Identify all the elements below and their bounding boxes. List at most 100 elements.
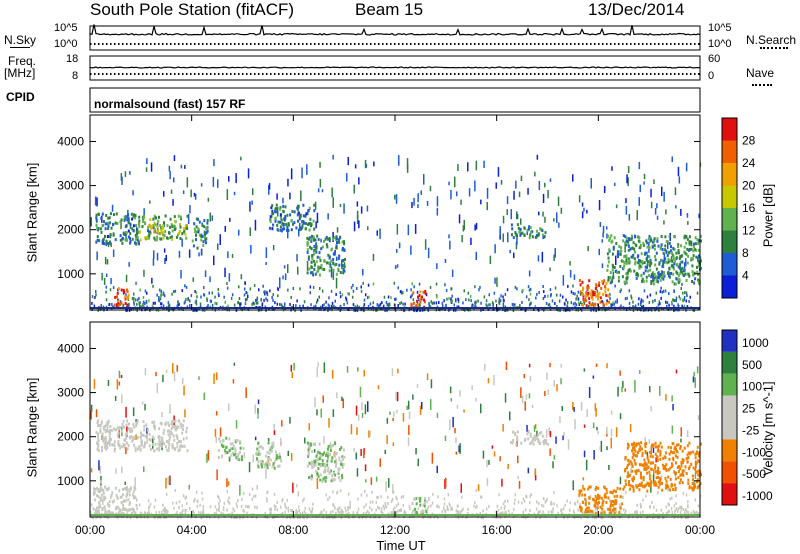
- power-echo-pixel: [594, 287, 597, 290]
- velocity-echo-pixel: [312, 442, 315, 446]
- velocity-echo-pixel: [194, 497, 196, 501]
- velocity-echo-pixel: [306, 516, 309, 520]
- power-echo-pixel: [105, 239, 108, 243]
- power-echo-pixel: [503, 299, 505, 303]
- velocity-echo-pixel: [203, 392, 205, 401]
- velocity-echo-pixel: [261, 460, 264, 464]
- velocity-echo-pixel: [504, 393, 507, 403]
- power-echo-pixel: [201, 223, 204, 227]
- power-echo-pixel: [593, 293, 596, 297]
- power-echo-pixel: [117, 304, 120, 308]
- colorbar-swatch: [722, 208, 737, 231]
- power-echo-pixel: [219, 234, 221, 245]
- velocity-echo-pixel: [101, 445, 103, 449]
- power-echo-pixel: [327, 237, 330, 241]
- velocity-echo-pixel: [337, 509, 339, 513]
- power-echo-pixel: [169, 171, 171, 180]
- velocity-echo-pixel: [148, 512, 150, 515]
- power-echo-pixel: [519, 229, 522, 233]
- power-echo-pixel: [166, 224, 169, 228]
- power-echo-pixel: [214, 295, 216, 299]
- velocity-echo-pixel: [529, 495, 531, 498]
- power-echo-pixel: [599, 296, 602, 300]
- velocity-echo-pixel: [381, 511, 384, 515]
- power-echo-pixel: [135, 281, 137, 285]
- velocity-echo-pixel: [527, 467, 530, 474]
- velocity-echo-pixel: [628, 480, 630, 483]
- power-echo-pixel: [614, 182, 616, 186]
- power-echo-pixel: [284, 302, 286, 306]
- velocity-echo-pixel: [136, 507, 138, 511]
- power-echo-pixel: [697, 242, 700, 245]
- velocity-echo-pixel: [412, 509, 414, 513]
- velocity-echo-pixel: [644, 461, 647, 465]
- velocity-echo-pixel: [626, 475, 629, 479]
- velocity-echo-pixel: [518, 481, 521, 489]
- velocity-echo-pixel: [516, 430, 519, 434]
- y-tick-label: 2000: [57, 430, 84, 444]
- velocity-echo-pixel: [330, 469, 333, 473]
- velocity-echo-pixel: [445, 477, 447, 488]
- velocity-echo-pixel: [94, 487, 97, 491]
- power-echo-pixel: [474, 285, 476, 289]
- velocity-echo-pixel: [142, 420, 145, 424]
- velocity-echo-pixel: [636, 485, 639, 489]
- power-echo-pixel: [308, 237, 311, 241]
- power-echo-pixel: [652, 278, 655, 282]
- velocity-echo-pixel: [348, 492, 350, 496]
- power-echo-pixel: [277, 288, 279, 291]
- velocity-echo-pixel: [118, 370, 121, 379]
- power-echo-pixel: [335, 246, 338, 250]
- velocity-echo-pixel: [631, 464, 634, 468]
- velocity-echo-pixel: [670, 484, 673, 488]
- power-echo-pixel: [283, 227, 286, 231]
- power-echo-pixel: [144, 289, 147, 293]
- power-echo-pixel: [261, 302, 264, 306]
- power-echo-pixel: [121, 236, 124, 240]
- velocity-echo-pixel: [110, 494, 113, 498]
- velocity-echo-pixel: [671, 425, 674, 434]
- power-echo-pixel: [148, 230, 151, 234]
- velocity-echo-pixel: [146, 512, 149, 516]
- power-echo-pixel: [488, 307, 490, 311]
- velocity-echo-pixel: [222, 508, 225, 512]
- power-echo-pixel: [160, 229, 163, 233]
- velocity-echo-pixel: [165, 369, 168, 373]
- power-echo-pixel: [582, 286, 585, 290]
- power-ylabel: Slant Range [km]: [24, 162, 40, 263]
- power-echo-pixel: [136, 235, 139, 239]
- velocity-echo-pixel: [280, 441, 283, 445]
- velocity-echo-pixel: [426, 373, 429, 381]
- velocity-echo-pixel: [661, 488, 664, 492]
- power-echo-pixel: [152, 301, 155, 305]
- power-echo-pixel: [698, 239, 701, 243]
- power-echo-pixel: [356, 201, 359, 207]
- power-echo-pixel: [119, 234, 122, 238]
- velocity-echo-pixel: [375, 500, 377, 504]
- velocity-echo-pixel: [614, 490, 617, 494]
- velocity-echo-pixel: [267, 441, 270, 445]
- velocity-echo-pixel: [90, 510, 92, 514]
- velocity-echo-pixel: [100, 480, 102, 484]
- velocity-echo-pixel: [355, 452, 357, 460]
- power-echo-pixel: [394, 297, 396, 301]
- power-echo-pixel: [544, 231, 547, 235]
- power-echo-pixel: [675, 256, 678, 260]
- velocity-echo-pixel: [101, 449, 103, 453]
- power-echo-pixel: [606, 252, 609, 256]
- velocity-ylabel: Slant Range [km]: [24, 377, 40, 478]
- power-echo-pixel: [330, 307, 332, 311]
- velocity-echo-pixel: [630, 462, 633, 466]
- power-echo-pixel: [696, 256, 699, 260]
- power-echo-pixel: [354, 164, 357, 169]
- velocity-echo-pixel: [218, 505, 221, 509]
- power-echo-pixel: [636, 255, 639, 259]
- power-echo-pixel: [668, 303, 670, 307]
- velocity-echo-pixel: [562, 435, 564, 441]
- power-echo-pixel: [607, 234, 610, 238]
- power-echo-pixel: [200, 234, 203, 238]
- power-echo-pixel: [217, 179, 219, 188]
- velocity-echo-pixel: [181, 504, 183, 508]
- velocity-echo-pixel: [299, 516, 301, 520]
- velocity-echo-pixel: [501, 511, 504, 515]
